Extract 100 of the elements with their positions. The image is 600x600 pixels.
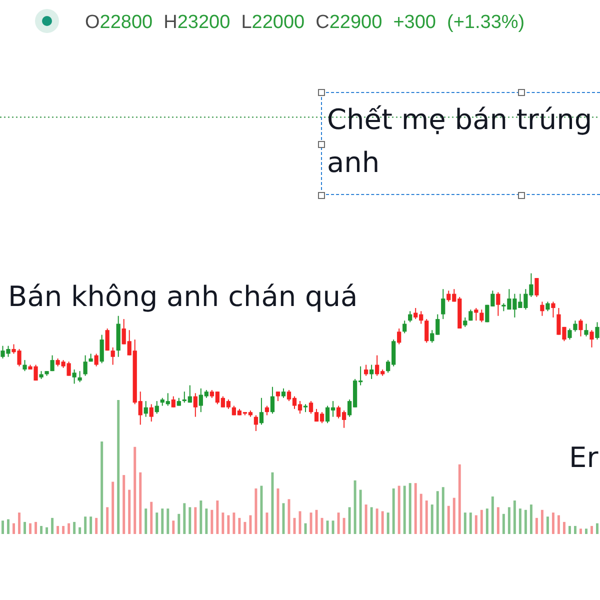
bar — [508, 507, 510, 534]
candlestick — [270, 386, 275, 414]
bar — [150, 502, 153, 534]
bar — [40, 526, 43, 534]
candlestick — [72, 369, 76, 384]
candlestick — [590, 330, 594, 348]
bar — [381, 511, 384, 534]
bar — [403, 486, 406, 534]
bar — [574, 526, 576, 534]
bar — [348, 507, 351, 534]
bar — [210, 510, 214, 534]
bar — [106, 507, 109, 534]
annotation: Bán không anh chán quá — [8, 280, 358, 313]
bar — [420, 494, 422, 534]
bar — [216, 500, 219, 534]
bar — [68, 523, 70, 534]
bar — [161, 508, 164, 534]
candlestick — [22, 360, 27, 372]
bar — [178, 514, 180, 534]
bar — [452, 498, 456, 534]
bar — [414, 483, 417, 534]
bar — [332, 520, 334, 534]
candlestick — [259, 397, 264, 426]
bar — [34, 522, 38, 534]
bar — [408, 483, 412, 534]
bar — [513, 500, 516, 534]
bar — [491, 496, 494, 534]
bar — [480, 510, 483, 534]
bar — [546, 516, 549, 534]
candlestick — [83, 354, 88, 376]
candlestick — [149, 404, 154, 422]
bar — [73, 522, 76, 534]
candlestick — [364, 364, 368, 376]
candlestick — [540, 301, 544, 316]
candlestick — [78, 370, 82, 383]
candlestick — [496, 292, 500, 316]
bar — [183, 503, 186, 534]
bar — [24, 522, 26, 534]
bar — [2, 520, 4, 534]
bar — [474, 515, 478, 534]
bar — [56, 526, 60, 534]
candlestick — [397, 328, 402, 345]
bar — [100, 442, 104, 534]
bar — [535, 518, 538, 534]
bar — [112, 482, 114, 534]
candlestick — [105, 328, 110, 352]
bar — [51, 518, 54, 534]
bar — [585, 528, 588, 534]
bar — [172, 520, 175, 534]
bar — [386, 512, 390, 534]
bar — [205, 508, 208, 534]
bar — [354, 480, 356, 534]
bar — [249, 515, 252, 534]
candlestick — [573, 320, 578, 332]
bar — [590, 526, 593, 534]
candlestick — [474, 308, 478, 322]
candlestick — [100, 334, 104, 364]
candlestick — [369, 364, 374, 380]
candlestick — [281, 388, 286, 398]
bar — [359, 490, 362, 534]
bar — [18, 512, 21, 534]
candlestick — [254, 414, 258, 432]
candlestick — [480, 309, 484, 323]
bar — [326, 520, 329, 534]
bar — [337, 512, 340, 534]
candlestick — [568, 328, 572, 340]
bar — [430, 504, 434, 534]
bar — [464, 512, 466, 534]
bar — [134, 446, 136, 534]
bar — [29, 523, 32, 534]
candlestick — [595, 322, 600, 340]
bar — [90, 516, 92, 534]
bar — [266, 512, 268, 534]
candlestick — [308, 400, 314, 414]
candlestick — [408, 310, 412, 323]
bar — [12, 523, 15, 534]
candlestick — [110, 346, 115, 366]
bar — [128, 490, 131, 534]
bar — [260, 486, 263, 534]
bar — [78, 527, 82, 534]
bar — [370, 507, 373, 534]
candlestick — [264, 405, 270, 416]
bar — [188, 507, 192, 534]
bar — [524, 510, 527, 534]
bar — [139, 472, 142, 534]
bar — [320, 518, 324, 534]
candlestick — [463, 316, 468, 328]
candlestick — [578, 318, 583, 337]
bar — [579, 528, 582, 534]
bar — [469, 512, 472, 534]
bar — [254, 488, 258, 534]
bar — [315, 510, 318, 534]
candlestick — [546, 301, 550, 312]
candlestick — [441, 288, 446, 320]
annotation: Er — [569, 441, 598, 474]
bar — [425, 500, 428, 534]
bar — [552, 512, 554, 534]
bar — [227, 515, 230, 534]
bar — [271, 472, 274, 534]
text: O22800 H23200 L22000 C22900 +300 (+1.33%) — [85, 12, 525, 33]
